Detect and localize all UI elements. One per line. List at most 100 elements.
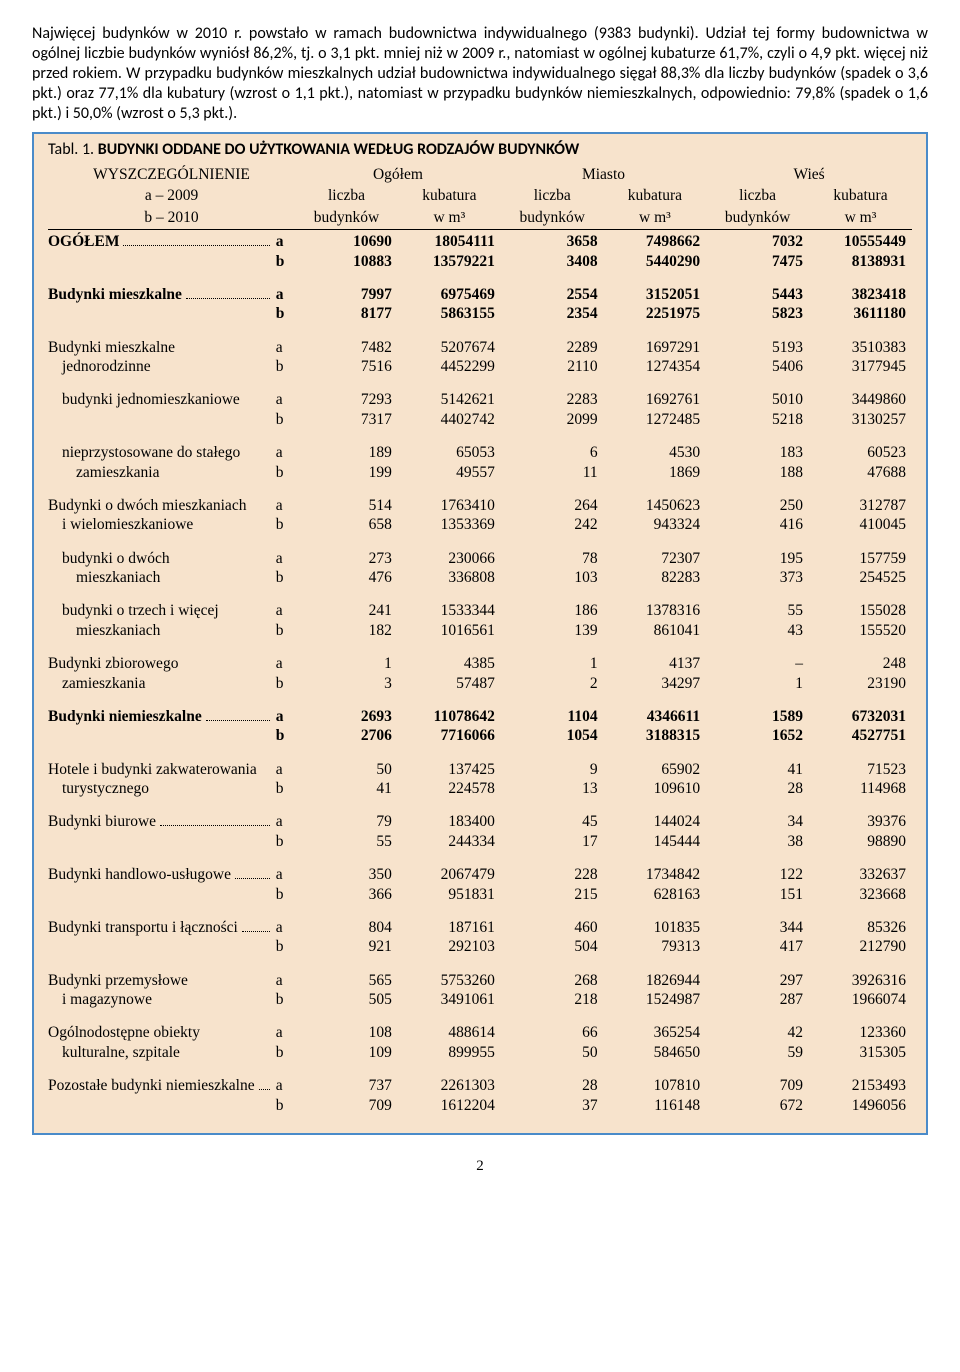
row-ab: b (276, 674, 295, 693)
cell-value: 65053 (398, 429, 501, 462)
cell-value: 3 (295, 674, 398, 693)
cell-value: 3152051 (604, 271, 707, 304)
cell-value: 1652 (706, 726, 809, 745)
cell-value: 109 (295, 1043, 398, 1062)
cell-value: 114968 (809, 779, 912, 798)
cell-value: 244334 (398, 832, 501, 851)
table-row: zamieszkaniab1994955711186918847688 (48, 463, 912, 482)
hdr-sub: liczba (295, 186, 398, 207)
table-row: b817758631552354225197558233611180 (48, 304, 912, 323)
row-label: nieprzystosowane do stałego (48, 429, 276, 462)
hdr-sub: w m³ (809, 208, 912, 230)
cell-value: 336808 (398, 568, 501, 587)
row-ab: a (276, 904, 295, 937)
cell-value: 268 (501, 957, 604, 990)
cell-value: 2354 (501, 304, 604, 323)
cell-value: 297 (706, 957, 809, 990)
cell-value: 1763410 (398, 482, 501, 515)
row-label: budynki o trzech i więcej (48, 587, 276, 620)
row-label: Budynki biurowe (48, 798, 276, 831)
cell-value: 4452299 (398, 357, 501, 376)
row-label: Budynki zbiorowego (48, 640, 276, 673)
row-ab: a (276, 1062, 295, 1095)
cell-value: 1016561 (398, 621, 501, 640)
cell-value: 79313 (604, 937, 707, 956)
cell-value: 71523 (809, 746, 912, 779)
row-ab: b (276, 621, 295, 640)
cell-value: 709 (295, 1096, 398, 1115)
cell-value: 50 (295, 746, 398, 779)
cell-value: 565 (295, 957, 398, 990)
cell-value: 1966074 (809, 990, 912, 1009)
cell-value: 366 (295, 885, 398, 904)
table-row: Budynki mieszkalnea748252076742289169729… (48, 324, 912, 357)
row-label-2: zamieszkania (48, 674, 276, 693)
table-row: Budynki zbiorowegoa1438514137–248 (48, 640, 912, 673)
cell-value: 186 (501, 587, 604, 620)
hdr-spec: WYSZCZEGÓLNIENIE (48, 164, 295, 186)
row-label-2 (48, 1096, 276, 1115)
cell-value: 2110 (501, 357, 604, 376)
cell-value: 5863155 (398, 304, 501, 323)
cell-value: 65902 (604, 746, 707, 779)
cell-value: 57487 (398, 674, 501, 693)
table-row: Budynki niemieszkalnea269311078642110443… (48, 693, 912, 726)
table-row: b270677160661054318831516524527751 (48, 726, 912, 745)
cell-value: 43 (706, 621, 809, 640)
cell-value: 145444 (604, 832, 707, 851)
cell-value: 218 (501, 990, 604, 1009)
cell-value: 11 (501, 463, 604, 482)
hdr-sub: w m³ (398, 208, 501, 230)
cell-value: 187161 (398, 904, 501, 937)
cell-value: 1826944 (604, 957, 707, 990)
cell-value: 4530 (604, 429, 707, 462)
cell-value: 155028 (809, 587, 912, 620)
cell-value: 350 (295, 851, 398, 884)
cell-value: 344 (706, 904, 809, 937)
cell-value: 50 (501, 1043, 604, 1062)
cell-value: 921 (295, 937, 398, 956)
row-label-2 (48, 885, 276, 904)
table-caption: BUDYNKI ODDANE DO UŻYTKOWANIA WEDŁUG ROD… (98, 140, 580, 159)
cell-value: 672 (706, 1096, 809, 1115)
cell-value: 42 (706, 1009, 809, 1042)
cell-value: 151 (706, 885, 809, 904)
cell-value: 13 (501, 779, 604, 798)
cell-value: 709 (706, 1062, 809, 1095)
row-ab: b (276, 304, 295, 323)
cell-value: 1104 (501, 693, 604, 726)
table-row: kulturalne, szpitaleb1098999555058465059… (48, 1043, 912, 1062)
cell-value: 5193 (706, 324, 809, 357)
cell-value: 323668 (809, 885, 912, 904)
cell-value: 5443 (706, 271, 809, 304)
row-ab: a (276, 798, 295, 831)
cell-value: 66 (501, 1009, 604, 1042)
row-ab: a (276, 640, 295, 673)
row-ab: a (276, 482, 295, 515)
cell-value: 1 (706, 674, 809, 693)
row-ab: b (276, 252, 295, 271)
cell-value: 488614 (398, 1009, 501, 1042)
table-row: Budynki transportu i łącznościa804187161… (48, 904, 912, 937)
cell-value: 10883 (295, 252, 398, 271)
row-label: Budynki przemysłowe (48, 957, 276, 990)
cell-value: 155520 (809, 621, 912, 640)
cell-value: 37 (501, 1096, 604, 1115)
cell-value: 28 (501, 1062, 604, 1095)
row-label-2: i wielomieszkaniowe (48, 515, 276, 534)
row-label: budynki jednomieszkaniowe (48, 376, 276, 409)
cell-value: 1589 (706, 693, 809, 726)
cell-value: 584650 (604, 1043, 707, 1062)
table-number: Tabl. 1. (48, 140, 94, 159)
cell-value: 1496056 (809, 1096, 912, 1115)
cell-value: 3823418 (809, 271, 912, 304)
table-row: Hotele i budynki zakwaterowaniaa50137425… (48, 746, 912, 779)
cell-value: 103 (501, 568, 604, 587)
cell-value: 3188315 (604, 726, 707, 745)
row-ab: b (276, 937, 295, 956)
row-ab: a (276, 693, 295, 726)
table-row: i wielomieszkanioweb65813533692429433244… (48, 515, 912, 534)
cell-value: 5440290 (604, 252, 707, 271)
cell-value: 1869 (604, 463, 707, 482)
cell-value: 28 (706, 779, 809, 798)
